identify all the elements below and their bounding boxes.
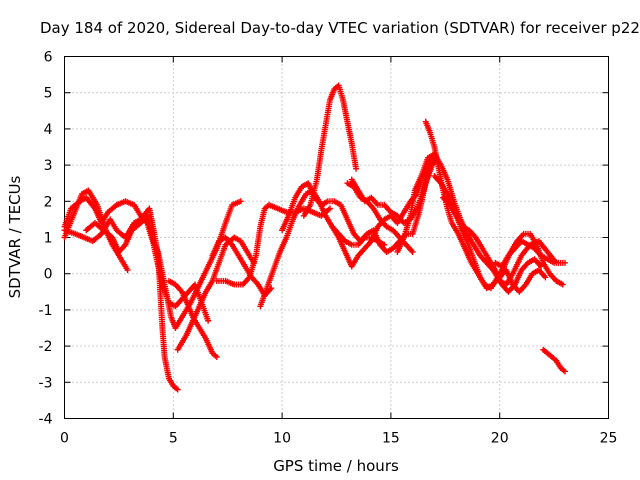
y-tick-label: 4 <box>44 122 53 138</box>
series-trace-h <box>213 201 333 288</box>
x-tick-label: 20 <box>491 431 509 447</box>
data-point <box>124 267 131 274</box>
x-tick-label: 5 <box>169 431 178 447</box>
data-series <box>61 82 568 393</box>
data-point <box>551 259 558 266</box>
data-point <box>542 274 549 281</box>
series-trace-n <box>348 154 438 227</box>
series-trace-r <box>440 194 545 295</box>
data-point <box>326 205 333 212</box>
series-trace-i <box>257 187 388 310</box>
y-tick-label: -2 <box>39 339 53 355</box>
y-tick-label: 6 <box>44 50 53 66</box>
data-point <box>213 353 220 360</box>
x-tick-label: 15 <box>382 431 400 447</box>
series-trace-e <box>165 277 220 360</box>
data-point <box>237 198 244 205</box>
y-tick-label: -4 <box>39 412 53 428</box>
y-tick-label: 5 <box>44 86 53 102</box>
data-point <box>409 248 416 255</box>
x-tick-label: 25 <box>600 431 618 447</box>
y-tick-label: 3 <box>44 158 53 174</box>
y-tick-labels: -4 -3 -2 -1 0 1 2 3 4 5 6 <box>39 50 53 428</box>
x-tick-label: 0 <box>60 431 69 447</box>
series-trace-k <box>300 82 360 219</box>
series-trace-q <box>431 172 549 295</box>
y-tick-label: -1 <box>39 303 53 319</box>
x-tick-label: 10 <box>273 431 291 447</box>
data-point <box>174 386 181 393</box>
data-point <box>205 317 212 324</box>
series-trace-s <box>492 238 558 270</box>
y-tick-label: 2 <box>44 194 53 210</box>
chart-title: Day 184 of 2020, Sidereal Day-to-day VTE… <box>40 19 640 37</box>
series-trace-c <box>61 205 181 393</box>
x-tick-labels: 0 5 10 15 20 25 <box>60 431 617 447</box>
y-axis-label: SDTVAR / TECUs <box>6 175 24 298</box>
data-point <box>538 263 545 270</box>
x-axis-label: GPS time / hours <box>273 457 399 475</box>
axis-ticks <box>64 56 609 419</box>
y-tick-label: -3 <box>39 375 53 391</box>
data-point <box>353 165 360 172</box>
data-point <box>561 368 568 375</box>
y-tick-label: 1 <box>44 231 53 247</box>
y-tick-label: 0 <box>44 267 53 283</box>
data-point <box>559 281 566 288</box>
series-trace-t <box>540 346 568 375</box>
data-point <box>561 259 568 266</box>
